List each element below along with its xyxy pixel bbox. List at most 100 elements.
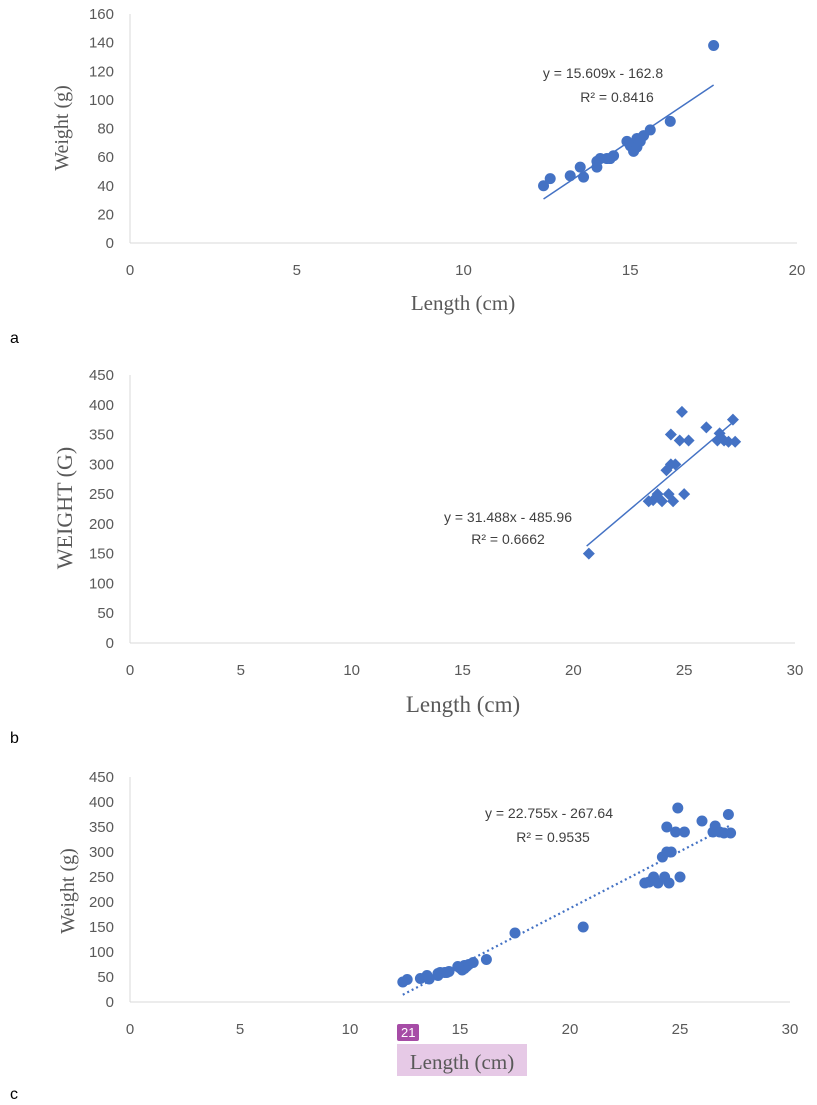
data-point (700, 421, 713, 434)
x-tick-label: 20 (565, 662, 582, 679)
data-point (729, 435, 742, 448)
y-tick-label: 160 (89, 6, 114, 23)
y-tick-label: 100 (89, 92, 114, 109)
data-point (480, 954, 492, 965)
r-squared-label: R² = 0.9535 (516, 829, 590, 845)
data-point (682, 434, 695, 447)
x-tick-label: 15 (622, 262, 639, 279)
x-axis-title: Length (cm) (410, 1050, 514, 1074)
data-point (722, 809, 734, 820)
x-tick-label: 20 (562, 1021, 579, 1038)
data-point (667, 495, 680, 508)
y-tick-label: 120 (89, 63, 114, 80)
y-tick-label: 400 (89, 794, 114, 811)
data-point (670, 826, 682, 838)
data-point (672, 802, 684, 814)
x-tick-label: 30 (787, 662, 804, 679)
annotation-badge: 21 (397, 1024, 420, 1041)
data-point (582, 547, 595, 560)
y-axis-title: Weight (g) (51, 85, 73, 171)
y-tick-label: 300 (89, 456, 114, 473)
x-tick-label: 10 (342, 1021, 359, 1038)
trendline-equation: y = 22.755x - 267.64 (485, 805, 613, 821)
x-tick-label: 20 (789, 262, 806, 279)
data-point (574, 161, 586, 173)
data-point (669, 458, 682, 471)
panel-label: b (10, 730, 19, 747)
x-tick-label: 15 (454, 662, 471, 679)
data-point (664, 428, 677, 441)
data-point (726, 413, 739, 426)
y-tick-label: 450 (89, 769, 114, 786)
data-point (577, 921, 589, 933)
r-squared-label: R² = 0.6662 (471, 531, 545, 547)
x-tick-label: 15 (452, 1021, 469, 1038)
chart-panel-a: 0 20 40 60 80 100 120 140 160 0 5 10 15 20 Length (cm)… (0, 0, 817, 360)
y-tick-label: 250 (89, 869, 114, 886)
y-tick-label: 0 (106, 235, 114, 252)
y-tick-label: 100 (89, 575, 114, 592)
y-tick-label: 0 (106, 635, 114, 652)
data-point (661, 821, 673, 833)
xlabel-highlight (397, 1044, 527, 1076)
x-tick-label: 0 (126, 662, 134, 679)
y-tick-label: 80 (97, 121, 114, 138)
chart-panel-c: 0 50 100 150 200 250 300 350 400 450 0 5 10 15 20 25 30 L… (0, 760, 817, 1105)
y-axis-title: Weight (g) (57, 848, 79, 934)
y-tick-label: 450 (89, 367, 114, 384)
x-tick-label: 10 (343, 662, 360, 679)
data-point (722, 435, 735, 448)
chart-a: 0 20 40 60 80 100 120 140 160 0 5 10 15 20 Length (cm)… (51, 6, 806, 315)
x-tick-label: 5 (237, 662, 245, 679)
panel-label: a (10, 330, 19, 347)
y-tick-label: 20 (97, 206, 114, 223)
x-tick-label: 0 (126, 1021, 134, 1038)
data-point (663, 877, 675, 889)
x-tick-label: 5 (236, 1021, 244, 1038)
y-tick-label: 50 (97, 605, 114, 622)
trendline-equation: y = 15.609x - 162.8 (543, 65, 663, 81)
data-point (467, 957, 479, 968)
data-point (578, 171, 590, 183)
trendline (586, 419, 736, 547)
trendline-equation: y = 31.488x - 485.96 (444, 509, 572, 525)
chart-c: 0 50 100 150 200 250 300 350 400 450 0 5 10 15 20 25 30 L… (57, 769, 798, 1074)
data-point (656, 495, 668, 508)
y-tick-label: 200 (89, 516, 114, 533)
r-squared-label: R² = 0.8416 (580, 89, 654, 105)
panel-label: c (10, 1086, 18, 1103)
y-tick-label: 0 (106, 994, 114, 1011)
x-tick-label: 25 (672, 1021, 689, 1038)
data-point (509, 927, 521, 939)
data-point (564, 170, 576, 182)
x-axis-title: Length (cm) (411, 291, 515, 315)
y-tick-label: 40 (97, 178, 114, 195)
y-tick-label: 60 (97, 149, 114, 166)
data-point (443, 966, 455, 977)
data-point (660, 464, 673, 477)
y-tick-label: 350 (89, 427, 114, 444)
y-tick-label: 150 (89, 546, 114, 563)
y-tick-label: 400 (89, 397, 114, 414)
data-point (708, 39, 720, 51)
data-point (725, 827, 737, 839)
y-tick-label: 50 (97, 969, 114, 986)
x-tick-label: 25 (676, 662, 693, 679)
y-tick-label: 140 (89, 35, 114, 52)
y-tick-label: 350 (89, 819, 114, 836)
data-point (678, 488, 691, 501)
y-tick-label: 100 (89, 944, 114, 961)
data-point (647, 494, 660, 507)
x-tick-label: 5 (293, 262, 301, 279)
data-point (673, 434, 686, 447)
data-point (644, 124, 656, 136)
data-point (538, 180, 550, 192)
x-axis-title: Length (cm) (406, 692, 520, 717)
data-point (675, 405, 688, 418)
x-tick-label: 10 (455, 262, 472, 279)
chart-b: 0 50 100 150 200 250 300 350 400 450 0 5 10 15 20 25 30 L… (52, 367, 804, 717)
data-point (544, 173, 556, 185)
data-point (678, 826, 690, 838)
data-point (664, 115, 676, 127)
data-point (608, 150, 620, 162)
